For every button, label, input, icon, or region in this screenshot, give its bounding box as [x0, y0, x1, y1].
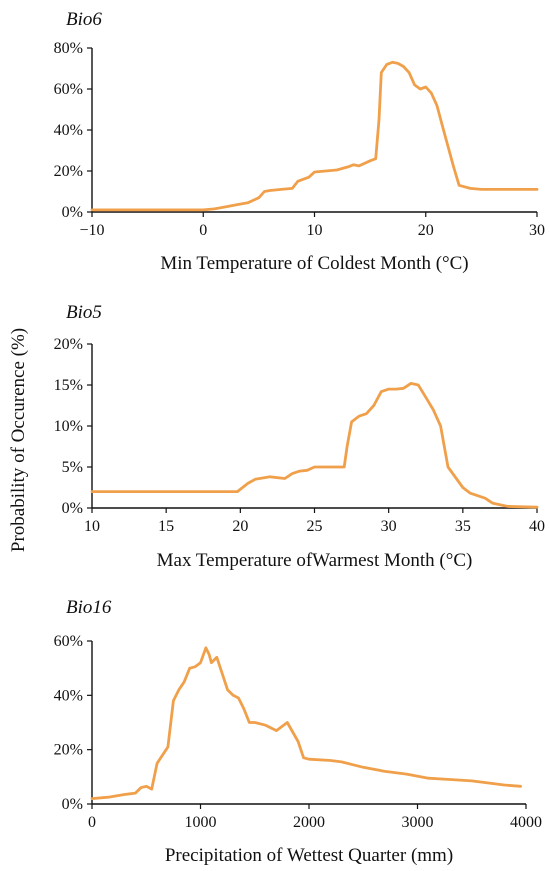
chart-panel-1: Bio6 0% 20% 40% 60% 80% −10 0 10 20 30 Min Temperat…	[54, 9, 545, 274]
x-axis-label: Precipitation of Wettest Quarter (mm)	[165, 845, 453, 866]
x-tick-label: 0	[199, 222, 207, 239]
y-tick-label: 40%	[54, 687, 83, 704]
y-tick-label: 0%	[62, 796, 83, 813]
x-tick-label: 25	[307, 518, 323, 535]
chart-title: Bio5	[66, 302, 102, 323]
x-tick-label: 30	[529, 222, 545, 239]
x-tick-label: 3000	[402, 814, 434, 831]
x-tick-label: 0	[88, 814, 96, 831]
x-tick-label: 20	[232, 518, 248, 535]
x-axis-label: Max Temperature ofWarmest Month (°C)	[157, 550, 473, 571]
y-tick-label: 20%	[54, 336, 83, 353]
y-tick-label: 0%	[62, 204, 83, 221]
x-tick-label: 4000	[510, 814, 542, 831]
y-tick-label: 20%	[54, 163, 83, 180]
x-axis-label: Min Temperature of Coldest Month (°C)	[160, 253, 468, 274]
y-tick-label: 60%	[54, 81, 83, 98]
chart-panel-2: Bio5 0% 5% 10% 15% 20% 10 15 20 25 30 35 40 Max Tempe…	[54, 302, 545, 571]
y-tick-label: 10%	[54, 418, 83, 435]
series-line	[90, 381, 539, 509]
x-tick-label: 15	[158, 518, 174, 535]
x-tick-label: −10	[79, 222, 104, 239]
series-line	[90, 60, 539, 212]
y-tick-label: 60%	[54, 633, 83, 650]
x-tick-label: 35	[455, 518, 471, 535]
series-line	[90, 646, 522, 800]
x-tick-label: 20	[418, 222, 434, 239]
chart-panel-3: Bio16 0% 20% 40% 60% 0 1000 2000 3000 4000 Precipi…	[54, 597, 542, 866]
y-tick-label: 80%	[54, 40, 83, 57]
x-tick-label: 40	[529, 518, 545, 535]
x-tick-label: 2000	[293, 814, 325, 831]
chart-title: Bio6	[66, 9, 102, 30]
y-tick-label: 5%	[62, 459, 83, 476]
y-tick-label: 0%	[62, 500, 83, 517]
x-tick-label: 10	[84, 518, 100, 535]
y-tick-label: 15%	[54, 377, 83, 394]
x-tick-label: 1000	[185, 814, 217, 831]
x-tick-label: 30	[381, 518, 397, 535]
y-tick-label: 40%	[54, 122, 83, 139]
shared-y-axis-label: Probability of Occurence (%)	[8, 328, 29, 552]
x-tick-label: 10	[307, 222, 323, 239]
chart-title: Bio16	[66, 597, 112, 618]
y-tick-label: 20%	[54, 742, 83, 759]
